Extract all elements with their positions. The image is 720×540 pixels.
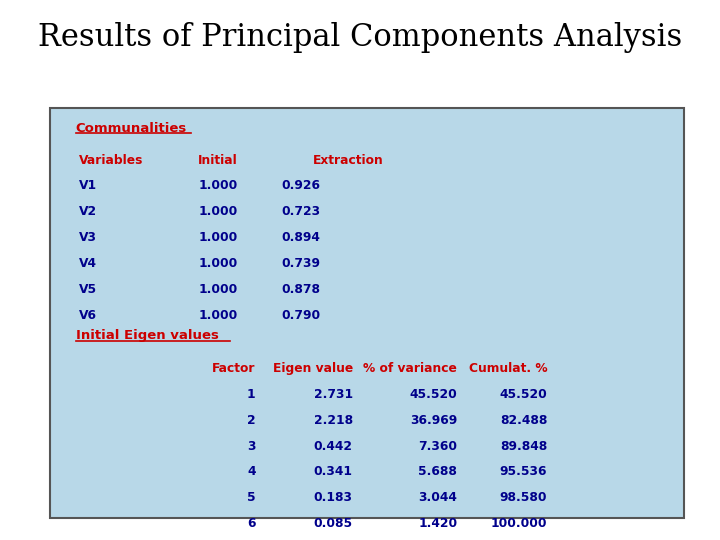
Text: V3: V3: [79, 231, 97, 244]
Text: Factor: Factor: [212, 362, 256, 375]
Text: 2: 2: [247, 414, 256, 427]
Text: 0.085: 0.085: [314, 517, 353, 530]
Text: V4: V4: [79, 257, 97, 270]
Text: 6: 6: [247, 517, 256, 530]
Text: 0.723: 0.723: [282, 205, 320, 218]
Text: 5.688: 5.688: [418, 465, 457, 478]
Text: Extraction: Extraction: [313, 154, 384, 167]
Text: 95.536: 95.536: [500, 465, 547, 478]
Text: 0.442: 0.442: [314, 440, 353, 453]
Text: 0.739: 0.739: [282, 257, 320, 270]
Text: 5: 5: [247, 491, 256, 504]
Text: 1.000: 1.000: [198, 309, 238, 322]
Text: Communalities: Communalities: [76, 122, 187, 134]
Text: V6: V6: [79, 309, 97, 322]
Text: 1.000: 1.000: [198, 179, 238, 192]
Text: % of variance: % of variance: [364, 362, 457, 375]
Text: V1: V1: [79, 179, 97, 192]
Text: 1.000: 1.000: [198, 231, 238, 244]
Text: 1.000: 1.000: [198, 257, 238, 270]
Text: 2.218: 2.218: [314, 414, 353, 427]
Text: Results of Principal Components Analysis: Results of Principal Components Analysis: [38, 22, 682, 52]
Text: Initial Eigen values: Initial Eigen values: [76, 329, 218, 342]
Text: 1.420: 1.420: [418, 517, 457, 530]
Text: 2.731: 2.731: [314, 388, 353, 401]
Text: 7.360: 7.360: [418, 440, 457, 453]
Text: 45.520: 45.520: [410, 388, 457, 401]
Text: 45.520: 45.520: [500, 388, 547, 401]
Text: V2: V2: [79, 205, 97, 218]
Text: 36.969: 36.969: [410, 414, 457, 427]
FancyBboxPatch shape: [50, 108, 684, 518]
Text: Cumulat. %: Cumulat. %: [469, 362, 547, 375]
Text: Variables: Variables: [79, 154, 143, 167]
Text: 1.000: 1.000: [198, 205, 238, 218]
Text: 0.878: 0.878: [282, 283, 320, 296]
Text: 89.848: 89.848: [500, 440, 547, 453]
Text: 0.926: 0.926: [282, 179, 320, 192]
Text: V5: V5: [79, 283, 97, 296]
Text: 100.000: 100.000: [491, 517, 547, 530]
Text: 98.580: 98.580: [500, 491, 547, 504]
Text: 0.183: 0.183: [314, 491, 353, 504]
Text: 1: 1: [247, 388, 256, 401]
Text: 4: 4: [247, 465, 256, 478]
Text: 0.341: 0.341: [314, 465, 353, 478]
Text: 0.894: 0.894: [282, 231, 320, 244]
Text: Initial: Initial: [198, 154, 238, 167]
Text: Eigen value: Eigen value: [273, 362, 353, 375]
Text: 82.488: 82.488: [500, 414, 547, 427]
Text: 1.000: 1.000: [198, 283, 238, 296]
Text: 3.044: 3.044: [418, 491, 457, 504]
Text: 3: 3: [247, 440, 256, 453]
Text: 0.790: 0.790: [282, 309, 320, 322]
